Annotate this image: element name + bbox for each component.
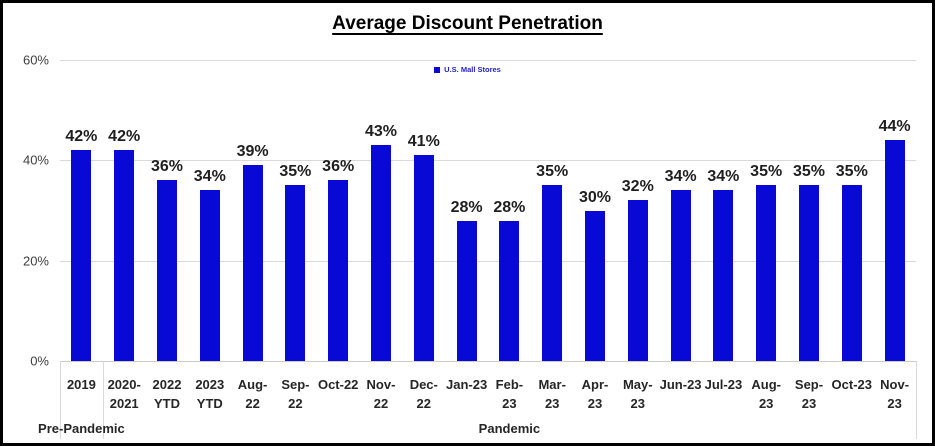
bar-value-label: 44%: [878, 118, 911, 136]
bar-Oct-23: [841, 185, 862, 361]
bar-value-label: 34%: [707, 168, 740, 186]
bar-value-label: 35%: [750, 163, 783, 181]
bar-value-label: 32%: [621, 178, 654, 196]
bar-value-label: 41%: [407, 133, 440, 151]
bar-2020-2021: [114, 150, 135, 361]
axis-group-separator: [60, 361, 61, 439]
legend-marker: [434, 66, 441, 73]
y-axis-tick-label: 20%: [22, 253, 49, 269]
bar-Jan-23: [456, 220, 477, 361]
gridline-20: [60, 260, 916, 262]
bar-Aug-23: [756, 185, 777, 361]
bar-Feb-23: [499, 220, 520, 361]
x-axis-label-Mar-23: Mar- 23: [538, 377, 566, 411]
bar-value-label: 35%: [279, 163, 312, 181]
bar-Jun-23: [670, 190, 691, 361]
bar-value-label: 36%: [322, 158, 355, 176]
bar-2022 YTD: [157, 180, 177, 361]
bar-value-label: 35%: [536, 163, 569, 181]
x-axis-label-2022 YTD: 2022 YTD: [152, 377, 182, 411]
x-axis-label-2019: 2019: [66, 377, 96, 392]
legend: U.S. Mall Stores: [3, 65, 932, 74]
x-axis-label-Oct-22: Oct-22: [317, 377, 359, 392]
bar-Aug-22: [242, 165, 263, 361]
x-axis-label-Jan-23: Jan-23: [445, 377, 488, 392]
bar-value-label: 34%: [664, 168, 697, 186]
bar-value-label: 30%: [578, 188, 612, 206]
gridline-60: [60, 60, 916, 61]
legend-label: U.S. Mall Stores: [444, 65, 501, 74]
bar-Sep-23: [799, 185, 819, 361]
bar-value-label: 39%: [236, 143, 269, 161]
axis-group-separator: [916, 361, 917, 439]
y-axis-tick-label: 40%: [22, 152, 49, 168]
bar-value-label: 34%: [193, 168, 226, 186]
bar-2023 YTD: [199, 190, 220, 361]
bar-Sep-22: [285, 185, 306, 361]
bar-Oct-22: [328, 180, 349, 361]
x-axis-label-Feb-23: Feb- 23: [495, 377, 524, 411]
bar-value-label: 35%: [835, 163, 868, 181]
bar-value-label: 35%: [792, 163, 826, 181]
bar-value-label: 42%: [108, 128, 141, 146]
x-axis-label-May-23: May- 23: [622, 377, 653, 411]
plot-area: 0% 20% 40% 60% 42% 2019 42% 2020- 2021 36% 2022 YTD…: [3, 3, 932, 443]
x-axis-label-Aug-22: Aug- 22: [237, 377, 268, 411]
x-axis-label-Jul-23: Jul-23: [704, 377, 743, 392]
x-axis-label-2020-2021: 2020- 2021: [107, 377, 141, 411]
bar-value-label: 43%: [364, 123, 398, 141]
x-axis-label-Sep-22: Sep- 22: [281, 377, 310, 411]
x-axis-label-Sep-23: Sep- 23: [794, 377, 824, 411]
x-axis-label-Nov-22: Nov- 22: [366, 377, 396, 411]
x-axis-label-Oct-23: Oct-23: [831, 377, 873, 392]
bar-value-label: 28%: [493, 198, 526, 216]
x-axis-line: [60, 361, 916, 362]
bar-Nov-22: [371, 145, 391, 361]
bar-2019: [71, 150, 92, 361]
bar-value-label: 36%: [150, 158, 184, 176]
bar-Jul-23: [713, 190, 734, 361]
bar-Apr-23: [585, 210, 605, 361]
y-axis-tick-label: 0%: [30, 353, 49, 369]
x-axis-label-Nov-23: Nov- 23: [880, 377, 910, 411]
gridline-40: [60, 160, 916, 162]
bar-value-label: 42%: [65, 128, 98, 146]
axis-group-label: Pre-Pandemic: [38, 421, 125, 436]
axis-group-label: Pandemic: [478, 421, 541, 436]
axis-group-separator: [102, 361, 104, 439]
bar-Dec-22: [413, 155, 434, 361]
x-axis-label-Jun-23: Jun-23: [659, 377, 702, 392]
x-axis-label-Apr-23: Apr- 23: [581, 377, 609, 411]
x-axis-label-Dec-22: Dec- 22: [409, 377, 438, 411]
bar-Mar-23: [542, 185, 563, 361]
chart-title-text: Average Discount Penetration: [332, 13, 603, 34]
x-axis-label-2023 YTD: 2023 YTD: [195, 377, 225, 411]
y-axis-tick-label: 60%: [22, 52, 49, 68]
bar-value-label: 28%: [450, 198, 483, 216]
bar-May-23: [627, 200, 648, 361]
bar-Nov-23: [884, 140, 905, 361]
x-axis-label-Aug-23: Aug- 23: [751, 377, 781, 411]
chart-title: Average Discount Penetration: [3, 13, 932, 35]
